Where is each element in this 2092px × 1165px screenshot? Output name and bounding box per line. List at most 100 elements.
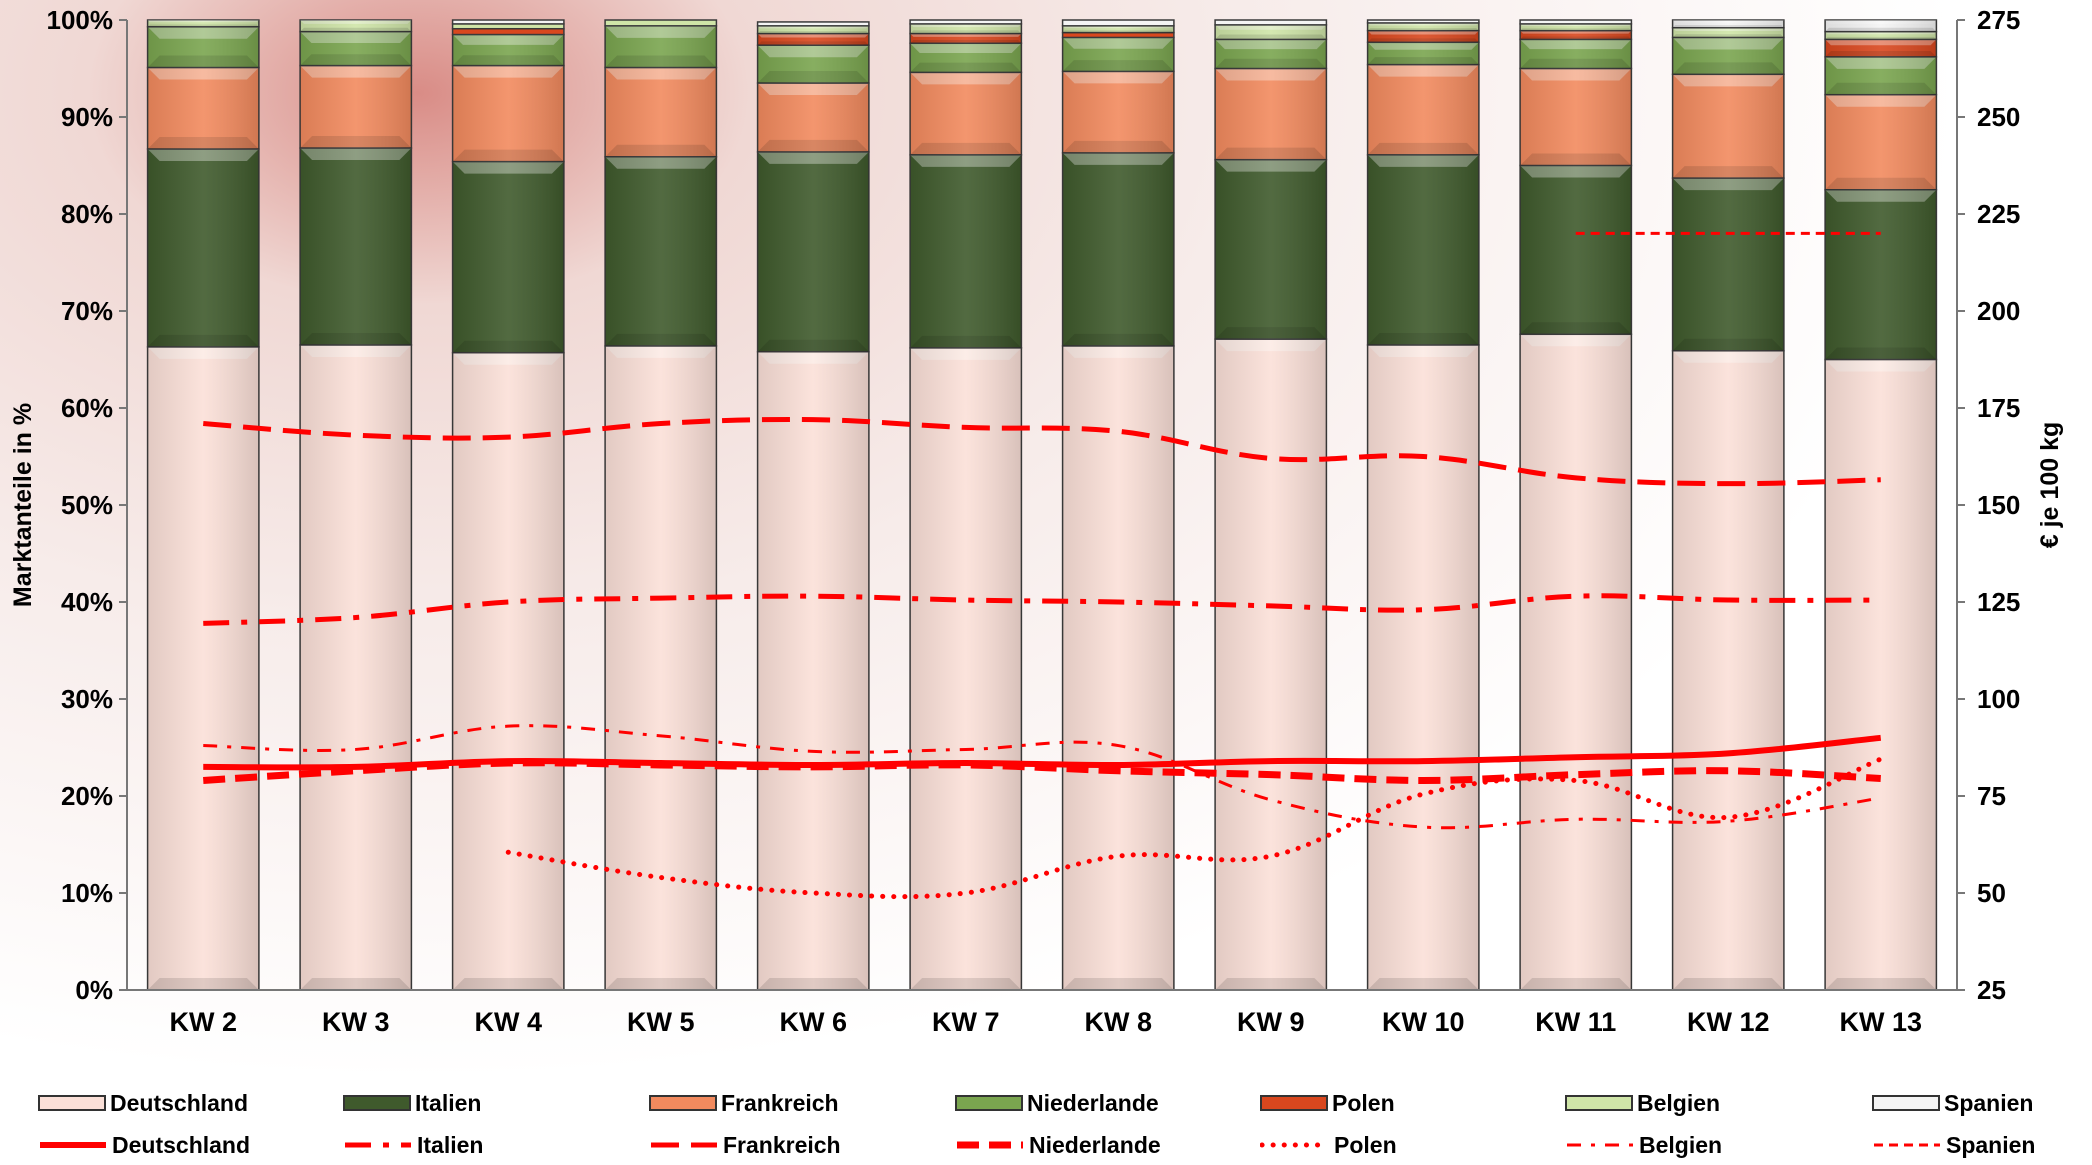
line-frankreich [203,416,1881,487]
legend-swatch [649,1095,717,1111]
legend-item-line: Niederlande [955,1130,1161,1160]
legend-item-line: Spanien [1872,1130,2035,1160]
legend-label: Spanien [1944,1089,2034,1116]
bar-segment [604,19,718,27]
bar-shade [147,20,259,27]
legend-label: Niederlande [1029,1131,1161,1158]
legend-line-sample [957,1141,1023,1149]
bar-shade [1367,30,1479,43]
left-tick-label: 30% [61,684,113,714]
legend-swatch [955,1095,1023,1111]
x-tick-label: KW 9 [1237,1007,1305,1037]
bar-shade [1367,154,1479,345]
legend-item-line: Deutschland [38,1130,250,1160]
legend-line-sample [40,1142,106,1148]
legend-line-sample [1567,1143,1633,1147]
right-tick-label: 125 [1977,587,2020,617]
legend-label: Italien [415,1089,482,1116]
bar-shade [1215,24,1327,40]
bar-shade [452,352,564,991]
legend-label: Deutschland [110,1089,249,1116]
legend-item-bar: Polen [1260,1088,1395,1118]
legend-item-line: Polen [1260,1130,1397,1160]
bar-shade [605,345,717,990]
legend-item-bar: Belgien [1565,1088,1720,1118]
legend-item-bar: Niederlande [955,1088,1159,1118]
left-tick-label: 60% [61,393,113,423]
bar-segment [909,19,1023,25]
bar-shade [1367,22,1479,31]
bar-shade [1215,39,1327,69]
bar-shade [1825,39,1937,57]
left-tick-label: 90% [61,102,113,132]
bar-shade [1672,27,1784,38]
legend-item-line: Italien [343,1130,483,1160]
bar-shade [1825,31,1937,40]
legend-label: Frankreich [721,1089,839,1116]
bar-segment [1366,19,1480,24]
stacked-bars [146,19,1938,991]
bar-shade [1062,345,1174,990]
bar-shade [452,34,564,66]
x-tick-label: KW 3 [322,1007,390,1037]
bar-shade [147,346,259,990]
bar-shade [605,25,717,68]
price-lines [203,231,1884,900]
bar-shade [300,20,412,32]
legend-bars: Deutschland Italien Frankreich Niederlande P… [0,1088,2092,1118]
right-tick-label: 175 [1977,393,2020,423]
right-tick-label: 150 [1977,490,2020,520]
bar-shade [300,148,412,345]
legend-label: Belgien [1639,1131,1723,1158]
x-tick-label: KW 13 [1839,1007,1922,1037]
line-belgien [203,724,1881,830]
x-tick-label: KW 12 [1687,1007,1770,1037]
bar-shade [452,65,564,162]
right-axis-title: € je 100 kg [2036,422,2064,548]
bar-shade [147,149,259,347]
bar-shade [147,26,259,68]
left-tick-label: 40% [61,587,113,617]
bar-shade [757,351,869,990]
bar-shade [1062,25,1174,33]
bar-segment [451,19,565,25]
legend-label: Frankreich [723,1131,841,1158]
legend-item-bar: Italien [343,1088,481,1118]
bar-segment [1214,19,1328,26]
legend-label: Polen [1334,1131,1397,1158]
right-tick-label: 25 [1977,975,2006,1005]
legend-swatch [1260,1095,1328,1111]
bar-shade [910,72,1022,155]
bar-shade [1520,30,1632,40]
bar-shade [1825,359,1937,990]
legend-label: Spanien [1946,1131,2036,1158]
left-axis-title: Marktanteile in % [9,403,37,607]
left-tick-label: 70% [61,296,113,326]
bar-shade [452,161,564,353]
bar-shade [147,67,259,150]
legend-swatch [1565,1095,1633,1111]
legend-item-bar: Spanien [1872,1088,2033,1118]
line-italien [203,593,1881,626]
bar-shade [910,347,1022,990]
bar-shade [1215,68,1327,160]
x-tick-label: KW 4 [475,1007,543,1037]
left-tick-label: 50% [61,490,113,520]
bar-shade [1672,350,1784,990]
legend-lines: Deutschland Italien Frankreich Niederlande P… [0,1130,2092,1160]
left-tick-label: 0% [75,975,113,1005]
bar-shade [1062,37,1174,72]
bar-shade [1062,152,1174,346]
bar-shade [1825,20,1937,32]
bar-shade [910,23,1022,34]
bar-shade [1672,178,1784,351]
legend-swatch [1872,1095,1940,1111]
bar-segment [1061,19,1175,27]
axes: 0% 10% 20% 30% 40% 50% 60% 70% 80% 90% 100% 25 50 75 1… [9,5,2064,1037]
legend-line-sample [1874,1143,1940,1147]
bar-shade [1672,74,1784,179]
bar-shade [1825,56,1937,95]
bar-shade [1825,189,1937,360]
right-tick-label: 75 [1977,781,2006,811]
x-tick-label: KW 6 [780,1007,848,1037]
